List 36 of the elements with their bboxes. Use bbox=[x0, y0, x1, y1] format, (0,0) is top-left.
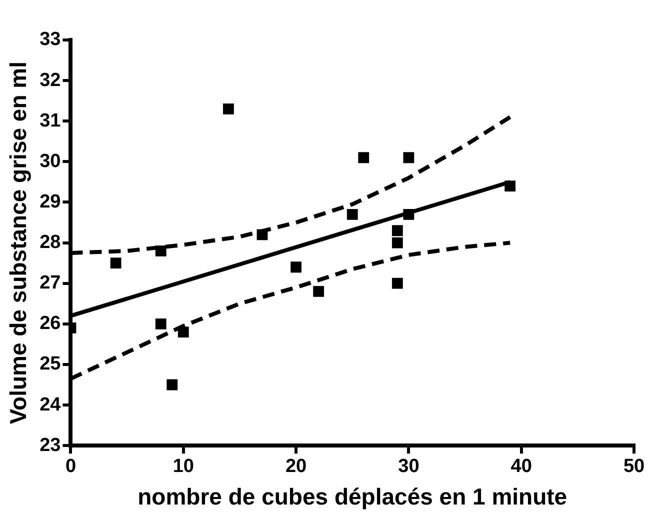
y-tick-label: 29 bbox=[40, 191, 61, 212]
point bbox=[346, 208, 358, 220]
x-axis-title: nombre de cubes déplacés en 1 minute bbox=[138, 484, 568, 510]
y-tick-label: 33 bbox=[40, 29, 61, 50]
point bbox=[403, 152, 414, 164]
point bbox=[110, 258, 122, 269]
y-tick-label: 32 bbox=[40, 70, 61, 91]
point bbox=[155, 245, 166, 256]
point bbox=[223, 104, 234, 114]
x-tick-label: 0 bbox=[65, 456, 76, 478]
point bbox=[403, 208, 414, 220]
y-tick-label: 27 bbox=[40, 272, 61, 294]
point bbox=[504, 180, 516, 192]
x-tick-label: 10 bbox=[172, 456, 194, 478]
point bbox=[358, 152, 370, 164]
point bbox=[313, 286, 324, 297]
y-tick-label: 25 bbox=[40, 354, 62, 375]
y-tick-label: 24 bbox=[40, 394, 62, 416]
point bbox=[290, 262, 302, 273]
y-tick-label: 26 bbox=[40, 313, 61, 334]
y-tick-label: 28 bbox=[40, 232, 61, 254]
x-tick-label: 50 bbox=[623, 456, 645, 478]
point bbox=[256, 229, 268, 240]
point bbox=[392, 278, 403, 289]
point bbox=[178, 326, 189, 338]
y-tick-label: 30 bbox=[40, 150, 61, 172]
x-tick-label: 30 bbox=[398, 456, 420, 478]
point bbox=[155, 318, 166, 330]
y-axis-title: Volume de substance grise en ml bbox=[5, 62, 32, 424]
point bbox=[392, 237, 403, 248]
point bbox=[166, 379, 178, 390]
y-tick-label: 23 bbox=[40, 434, 61, 456]
y-tick-label: 31 bbox=[40, 110, 62, 132]
point bbox=[392, 225, 403, 236]
x-tick-label: 40 bbox=[510, 456, 532, 478]
x-tick-label: 20 bbox=[285, 456, 307, 478]
